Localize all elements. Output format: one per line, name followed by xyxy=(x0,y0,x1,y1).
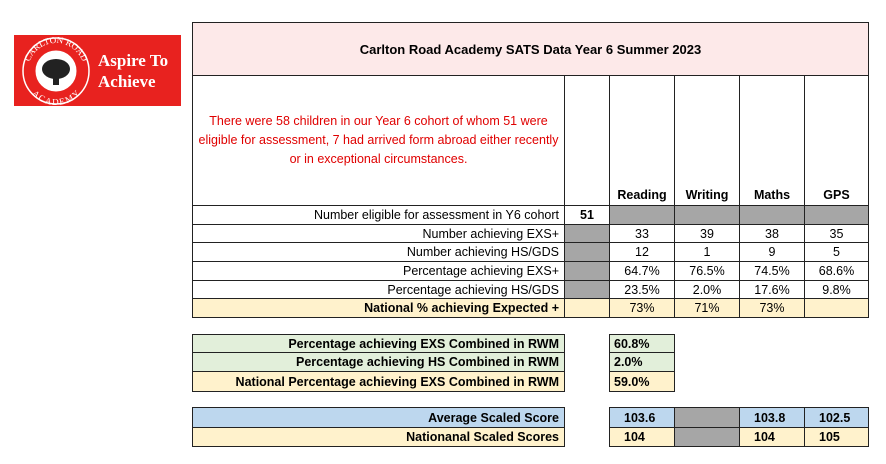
value-cell: 39 xyxy=(674,224,740,243)
value-cell: 73% xyxy=(739,298,805,318)
row-label: Nationanal Scaled Scores xyxy=(192,427,565,447)
value-cell: 35 xyxy=(804,224,869,243)
row-label: Percentage achieving EXS Combined in RWM xyxy=(192,334,565,353)
shaded-cell xyxy=(804,205,869,225)
value-cell: 59.0% xyxy=(609,371,675,392)
row-label: Percentage achieving HS Combined in RWM xyxy=(192,352,565,372)
cell xyxy=(564,298,610,318)
value-cell: 5 xyxy=(804,242,869,262)
value-cell: 9.8% xyxy=(804,280,869,299)
value-cell: 74.5% xyxy=(739,261,805,281)
shaded-cell xyxy=(564,224,610,243)
value-cell: 104 xyxy=(609,427,675,447)
value-cell: 68.6% xyxy=(804,261,869,281)
shaded-cell xyxy=(674,427,740,447)
logo-line: Aspire To xyxy=(98,51,169,70)
value-cell: 33 xyxy=(609,224,675,243)
column-header: Reading xyxy=(609,75,675,206)
value-cell: 9 xyxy=(739,242,805,262)
value-cell: 2.0% xyxy=(609,352,675,372)
value-cell: 103.6 xyxy=(609,407,675,428)
value-cell: 103.8 xyxy=(739,407,805,428)
value-cell: 73% xyxy=(609,298,675,318)
logo: CARLTON ROAD ACADEMY Aspire To Achieve xyxy=(14,35,181,106)
row-label: Average Scaled Score xyxy=(192,407,565,428)
row-label: Number achieving HS/GDS xyxy=(192,242,565,262)
logo-line: Achieve xyxy=(98,72,156,91)
value-cell: 23.5% xyxy=(609,280,675,299)
shaded-cell xyxy=(609,205,675,225)
column-header: Maths xyxy=(739,75,805,206)
value-cell: 12 xyxy=(609,242,675,262)
cell xyxy=(564,75,610,206)
value-cell: 76.5% xyxy=(674,261,740,281)
column-header: Writing xyxy=(674,75,740,206)
value-cell: 105 xyxy=(804,427,869,447)
row-label: National % achieving Expected + xyxy=(192,298,565,318)
logo-badge: CARLTON ROAD ACADEMY xyxy=(22,35,90,106)
shaded-cell xyxy=(564,261,610,281)
value-cell: 2.0% xyxy=(674,280,740,299)
cohort-note: There were 58 children in our Year 6 coh… xyxy=(192,75,565,206)
value-cell: 60.8% xyxy=(609,334,675,353)
value-cell: 1 xyxy=(674,242,740,262)
column-header: GPS xyxy=(804,75,869,206)
value-cell: 102.5 xyxy=(804,407,869,428)
value-cell: 104 xyxy=(739,427,805,447)
shaded-cell xyxy=(564,242,610,262)
shaded-cell xyxy=(674,205,740,225)
value-cell: 38 xyxy=(739,224,805,243)
shaded-cell xyxy=(564,280,610,299)
shaded-cell xyxy=(739,205,805,225)
cohort-value: 51 xyxy=(564,205,610,225)
row-label: Number achieving EXS+ xyxy=(192,224,565,243)
row-label: Number eligible for assessment in Y6 coh… xyxy=(192,205,565,225)
row-label: National Percentage achieving EXS Combin… xyxy=(192,371,565,392)
row-label: Percentage achieving HS/GDS xyxy=(192,280,565,299)
cell xyxy=(804,298,869,318)
value-cell: 17.6% xyxy=(739,280,805,299)
row-label: Percentage achieving EXS+ xyxy=(192,261,565,281)
value-cell: 71% xyxy=(674,298,740,318)
table-title: Carlton Road Academy SATS Data Year 6 Su… xyxy=(192,22,869,76)
value-cell: 64.7% xyxy=(609,261,675,281)
shaded-cell xyxy=(674,407,740,428)
